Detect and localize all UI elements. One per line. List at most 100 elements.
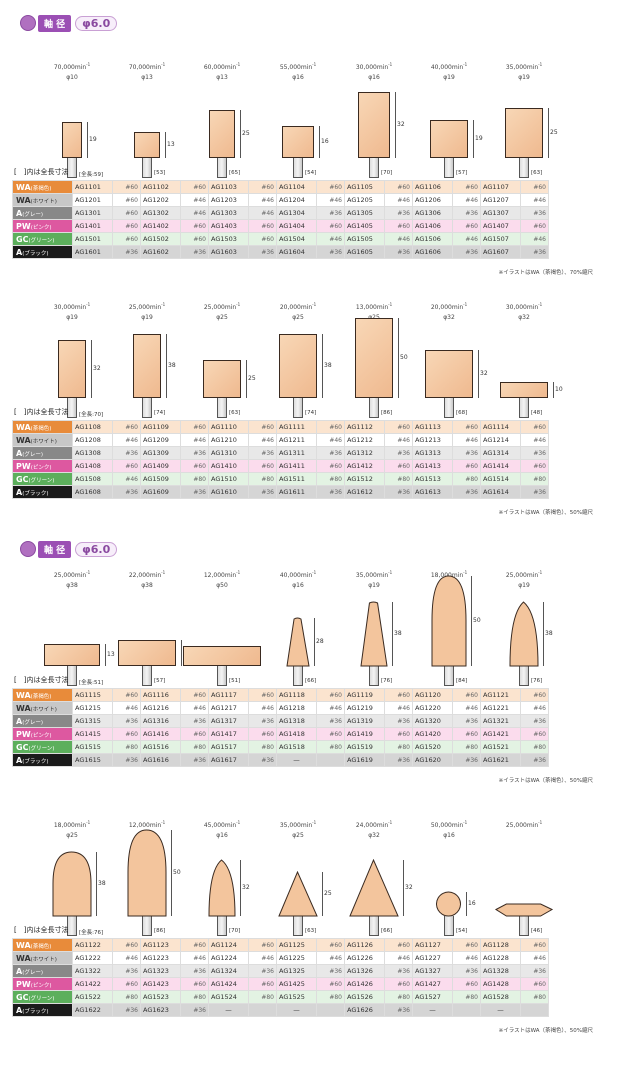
grit-number: #60 — [452, 420, 481, 434]
overall-length: [76] — [531, 678, 543, 684]
product-code: AG1320 — [412, 714, 453, 728]
grit-number: #36 — [316, 446, 345, 460]
head-diameter: φ19 — [518, 582, 530, 589]
rpm-unit-exp: -1 — [236, 570, 241, 575]
grit-number: #60 — [180, 232, 209, 246]
grinding-stone — [183, 646, 261, 666]
rpm-unit-exp: -1 — [388, 820, 393, 825]
overall-length: [全長:51] — [79, 680, 104, 686]
grit-number: #60 — [180, 977, 209, 991]
grinding-stone — [44, 644, 100, 666]
grit-number: #36 — [112, 485, 141, 499]
grit-number: #46 — [384, 193, 413, 207]
head-diameter: φ19 — [518, 74, 530, 81]
product-code: AG1204 — [276, 193, 317, 207]
grit-number: #80 — [384, 472, 413, 486]
product-code: AG1301 — [72, 206, 113, 220]
grit-number: #80 — [452, 740, 481, 754]
rpm-unit-exp: -1 — [538, 570, 543, 575]
material-label: WA(茶褐色) — [12, 180, 73, 194]
height-dimension: 13 — [167, 141, 175, 148]
shaft-icon — [20, 15, 36, 31]
shaft — [444, 158, 454, 178]
grit-number: #60 — [452, 459, 481, 473]
height-dimension-line — [91, 340, 92, 398]
height-dimension-line — [171, 830, 172, 916]
product-code: AG1401 — [72, 219, 113, 233]
grinding-stone — [286, 617, 310, 667]
max-rpm: 25,000min-1 — [203, 302, 241, 311]
material-code: A — [16, 716, 23, 726]
product-code: AG1202 — [140, 193, 181, 207]
head-diameter: φ50 — [216, 582, 228, 589]
product-code: AG1620 — [412, 753, 453, 767]
product-code: AG1418 — [276, 727, 317, 741]
speed-spec: 70,000min-1 φ10 — [34, 62, 110, 81]
product-code: AG1420 — [412, 727, 453, 741]
head-diameter: φ19 — [141, 314, 153, 321]
material-label: PW(ピンク) — [12, 219, 73, 233]
height-dimension-line — [398, 318, 399, 398]
product-code: AG1308 — [72, 446, 113, 460]
grinding-stone — [430, 120, 468, 158]
dimension-note: [ ]内は全長寸法 — [14, 168, 69, 176]
table-row: A(ブラック) AG1608 #36 AG1609 #36 AG1610 #36 AG1611… — [12, 485, 549, 499]
product-code: AG1201 — [72, 193, 113, 207]
height-dimension: 25 — [324, 890, 332, 897]
product-section: 70,000min-1 φ10 19 [全長:59] 70,000min-1 φ13 13 [… — [0, 62, 625, 302]
rpm-unit-exp: -1 — [463, 302, 468, 307]
table-row: WA(ホワイト) AG1208 #46 AG1209 #46 AG1210 #46 AG121… — [12, 433, 549, 447]
shaft — [217, 398, 227, 418]
overall-length: [57] — [456, 170, 468, 176]
head-diameter: φ32 — [368, 832, 380, 839]
material-color: (茶褐色) — [30, 943, 52, 950]
shaft — [142, 398, 152, 418]
head-diameter: φ38 — [141, 582, 153, 589]
product-code: AG1422 — [72, 977, 113, 991]
product-code: AG1206 — [412, 193, 453, 207]
max-rpm: 18,000min-1 — [53, 820, 91, 829]
max-rpm: 35,000min-1 — [355, 570, 393, 579]
grit-number: #46 — [112, 951, 141, 965]
grinding-stone — [134, 132, 160, 158]
product-code: AG1314 — [480, 446, 521, 460]
head-diameter: φ13 — [141, 74, 153, 81]
grit-number — [248, 1003, 277, 1017]
grit-number: #46 — [180, 193, 209, 207]
height-dimension-line — [96, 852, 97, 916]
shaft — [67, 158, 77, 178]
grit-number: #60 — [452, 727, 481, 741]
material-code: WA — [16, 182, 31, 192]
height-dimension: 50 — [173, 869, 181, 876]
table-row: A(グレー) AG1322 #36 AG1323 #36 AG1324 #36 AG1325 #… — [12, 964, 549, 978]
grit-number: #36 — [520, 753, 549, 767]
material-label: WA(茶褐色) — [12, 420, 73, 434]
overall-length: [74] — [154, 410, 166, 416]
product-code: AG1514 — [480, 472, 521, 486]
grit-number: #60 — [316, 180, 345, 194]
grit-number: #60 — [112, 219, 141, 233]
max-rpm: 35,000min-1 — [505, 62, 543, 71]
rpm-unit-exp: -1 — [538, 62, 543, 67]
shaft — [217, 666, 227, 686]
height-dimension: 13 — [107, 651, 115, 658]
material-code: GC — [16, 474, 29, 484]
product-code: AG1207 — [480, 193, 521, 207]
table-row: WA(ホワイト) AG1215 #46 AG1216 #46 AG1217 #46 AG121… — [12, 701, 549, 715]
product-code: AG1122 — [72, 938, 113, 952]
product-code: AG1603 — [208, 245, 249, 259]
rpm-unit-exp: -1 — [388, 62, 393, 67]
grit-number: #46 — [248, 433, 277, 447]
material-code: WA — [16, 422, 31, 432]
material-label: GC(グリーン) — [12, 740, 73, 754]
grit-number: #80 — [452, 990, 481, 1004]
grit-number: #60 — [520, 180, 549, 194]
product-code: AG1307 — [480, 206, 521, 220]
grit-number: #80 — [248, 740, 277, 754]
product-code: AG1312 — [344, 446, 385, 460]
product-code: AG1214 — [480, 433, 521, 447]
shaft — [293, 916, 303, 936]
shaft — [519, 158, 529, 178]
grit-number: #36 — [248, 964, 277, 978]
speed-spec: 22,000min-1 φ38 — [109, 570, 185, 589]
